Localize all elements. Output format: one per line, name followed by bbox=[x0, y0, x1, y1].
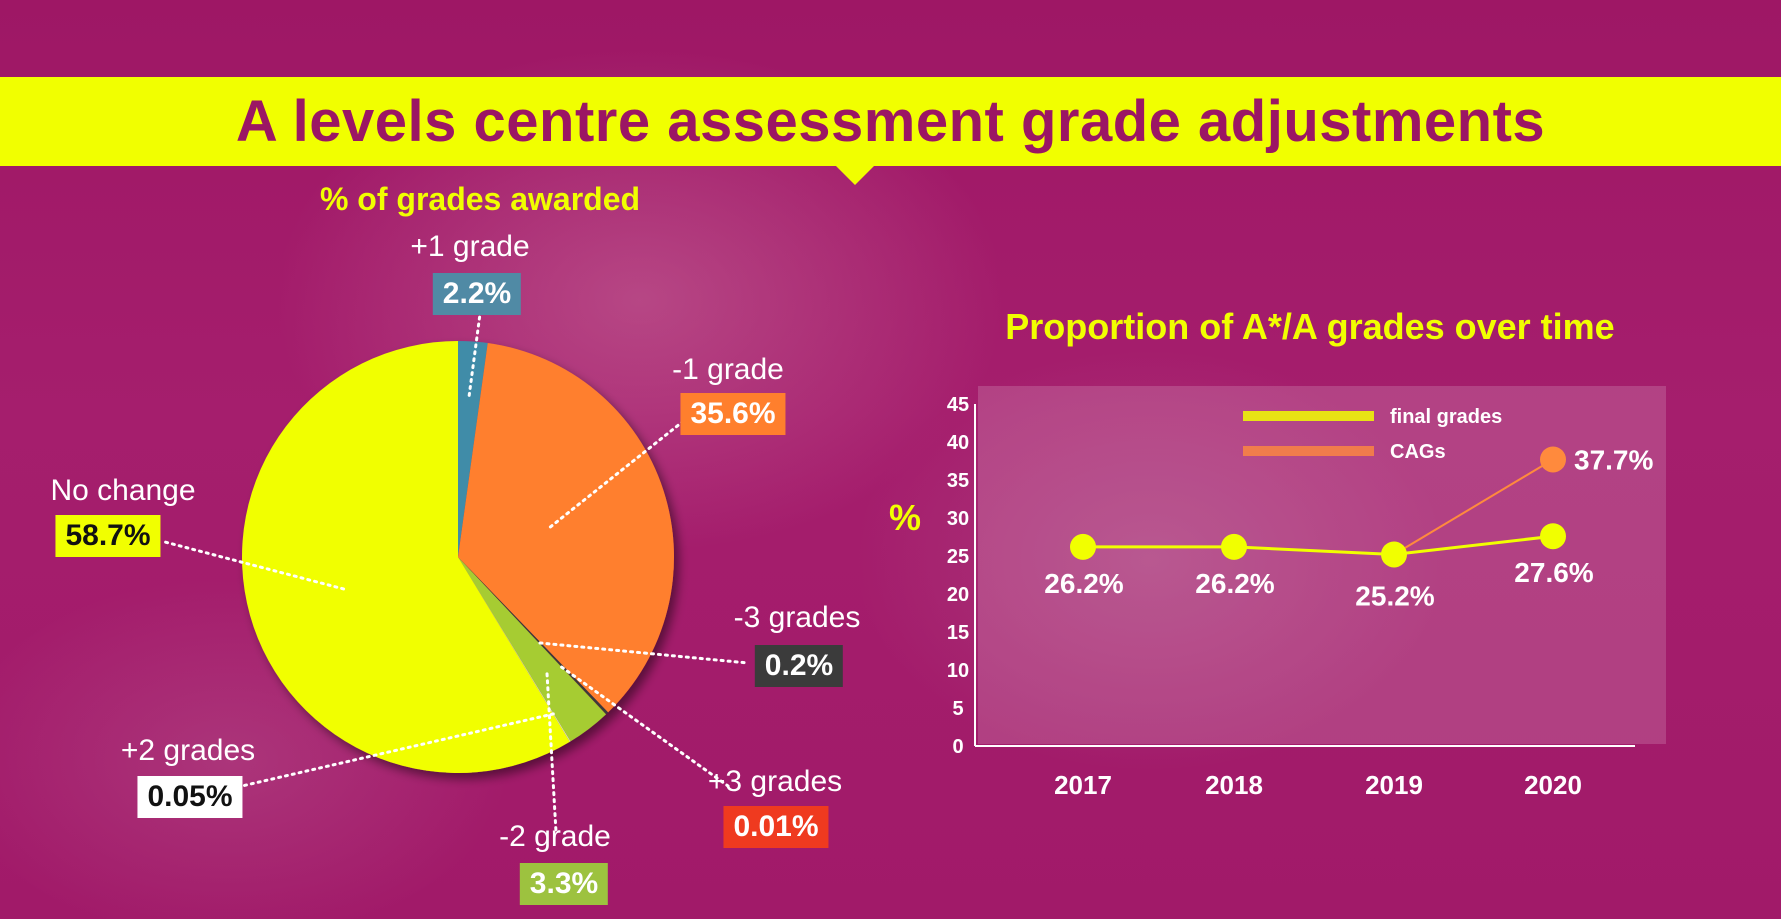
legend-label-cags: CAGs bbox=[1390, 441, 1446, 463]
slice-value-badge-1-grade: 2.2% bbox=[432, 273, 522, 315]
y-tick-label: 35 bbox=[947, 470, 969, 492]
pie-slice-3-grades bbox=[458, 557, 609, 715]
final-grades-point bbox=[1381, 541, 1407, 568]
y-tick-label: 0 bbox=[952, 736, 963, 758]
slice-label-3-grades: +3 grades bbox=[707, 765, 843, 798]
legend-swatch-cags bbox=[1243, 446, 1374, 456]
y-axis-label: % bbox=[889, 497, 921, 538]
slice-label-1-grade: +1 grade bbox=[410, 230, 530, 263]
x-tick-label: 2020 bbox=[1524, 770, 1582, 800]
slice-value-badge-3-grades: 0.2% bbox=[754, 645, 844, 687]
title-banner: A levels centre assessment grade adjustm… bbox=[0, 77, 1781, 166]
slice-label-2-grade: -2 grade bbox=[499, 820, 611, 853]
final-grades-point bbox=[1070, 533, 1096, 560]
y-tick-label: 5 bbox=[952, 698, 963, 720]
legend-swatch-final-grades bbox=[1243, 411, 1374, 421]
leader-line-3-grades bbox=[538, 641, 750, 665]
final-grades-data-label: 26.2% bbox=[1195, 568, 1274, 599]
pie-slice-2-grade bbox=[458, 557, 606, 742]
slice-label-1-grade: -1 grade bbox=[672, 353, 784, 386]
final-grades-data-label: 27.6% bbox=[1514, 557, 1593, 588]
y-tick-label: 30 bbox=[947, 508, 969, 530]
y-tick-label: 15 bbox=[947, 622, 969, 644]
slice-label-3-grades: -3 grades bbox=[733, 601, 861, 634]
final-grades-data-label: 25.2% bbox=[1355, 580, 1434, 611]
pie-chart-title: % of grades awarded bbox=[319, 181, 641, 217]
slice-label-no-change: No change bbox=[50, 474, 196, 507]
pie-slice-1-grade bbox=[458, 343, 674, 713]
final-grades-point bbox=[1540, 523, 1566, 550]
cags-data-label: 37.7% bbox=[1574, 444, 1653, 475]
leader-line-3-grades bbox=[560, 665, 730, 788]
y-tick-label: 40 bbox=[947, 432, 969, 454]
page-title: A levels centre assessment grade adjustm… bbox=[235, 89, 1546, 154]
final-grades-data-label: 26.2% bbox=[1044, 568, 1123, 599]
legend-label-final-grades: final grades bbox=[1390, 406, 1502, 428]
pie-slice-2-grades bbox=[458, 557, 571, 742]
pie-slice-no-change bbox=[242, 341, 570, 773]
x-tick-label: 2018 bbox=[1205, 770, 1263, 800]
slice-label-2-grades: +2 grades bbox=[120, 734, 256, 767]
series-line-final-grades bbox=[1083, 534, 1554, 556]
line-chart-title: Proportion of A*/A grades over time bbox=[1005, 306, 1615, 347]
slice-value-badge-2-grade: 3.3% bbox=[519, 863, 609, 905]
y-tick-label: 10 bbox=[947, 660, 969, 682]
pie-slice-1-grade bbox=[458, 341, 488, 557]
leader-line-2-grades bbox=[240, 712, 555, 788]
y-tick-label: 25 bbox=[947, 546, 969, 568]
leader-line-no-change bbox=[163, 540, 346, 591]
y-tick-label: 20 bbox=[947, 584, 969, 606]
plot-area bbox=[978, 386, 1666, 744]
slice-value-badge-3-grades: 0.01% bbox=[723, 806, 829, 848]
leader-line-2-grade bbox=[545, 672, 558, 834]
title-pointer bbox=[835, 165, 875, 185]
final-grades-point bbox=[1221, 533, 1247, 560]
x-tick-label: 2019 bbox=[1365, 770, 1423, 800]
series-line-cags bbox=[1393, 458, 1554, 556]
leader-line-1-grade bbox=[548, 417, 688, 529]
slice-value-badge-no-change: 58.7% bbox=[55, 515, 161, 557]
x-tick-label: 2017 bbox=[1054, 770, 1112, 800]
leader-line-1-grade bbox=[467, 312, 482, 397]
cags-point bbox=[1540, 446, 1566, 473]
pie-slice-3-grades bbox=[458, 557, 607, 715]
slice-value-badge-2-grades: 0.05% bbox=[137, 776, 243, 818]
y-tick-label: 45 bbox=[947, 394, 969, 416]
slice-value-badge-1-grade: 35.6% bbox=[680, 393, 786, 435]
